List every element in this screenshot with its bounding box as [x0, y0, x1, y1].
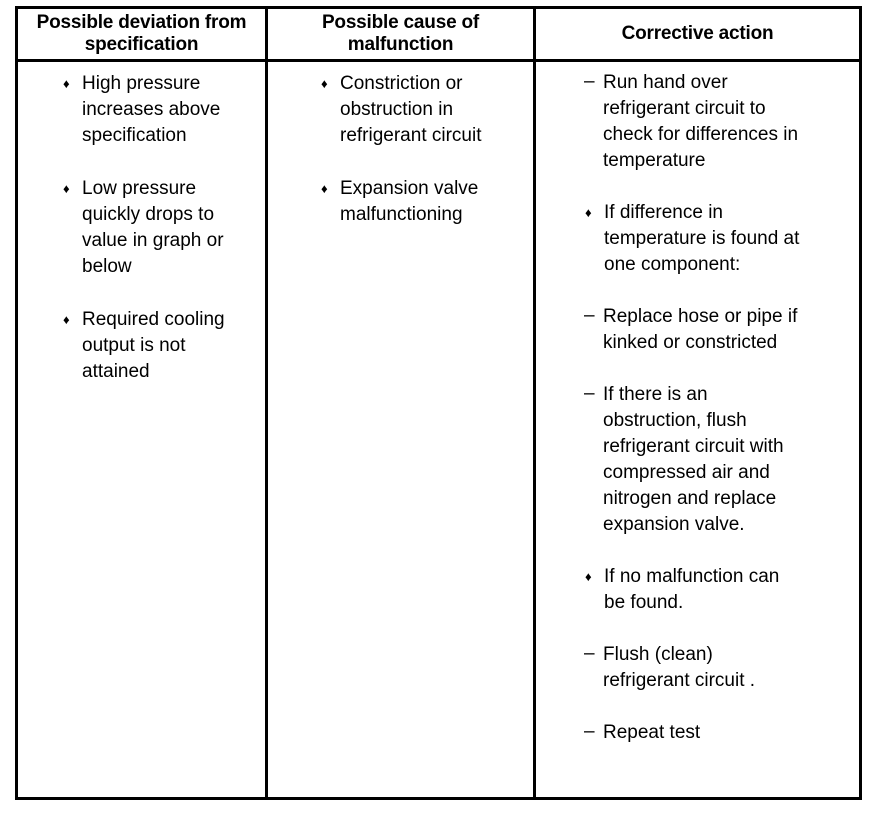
list-item: – Flush (clean) refrigerant circuit . — [584, 642, 851, 694]
list-item: ♦ Constriction or obstruction in refrige… — [320, 71, 527, 149]
list-item: ♦ If no malfunction can be found. — [584, 564, 851, 616]
column-header-corrective-action: Corrective action — [536, 9, 859, 62]
list-item: ♦ Low pressure quickly drops to value in… — [62, 176, 259, 280]
list-item: – Replace hose or pipe if kinked or cons… — [584, 304, 851, 356]
list-item-text: If there is an obstruction, flush refrig… — [603, 384, 784, 535]
table-grid: Possible deviation from specification ♦ … — [18, 9, 859, 797]
bullet-list-corrective-action: – Run hand over refrigerant circuit to c… — [584, 70, 851, 746]
list-item: ♦ If difference in temperature is found … — [584, 200, 851, 278]
list-item-text: If no malfunction can be found. — [604, 566, 780, 613]
list-item: – If there is an obstruction, flush refr… — [584, 382, 851, 538]
list-item-text: Run hand over refrigerant circuit to che… — [603, 72, 799, 171]
list-item: ♦ High pressure increases above specific… — [62, 71, 259, 149]
diamond-bullet-icon: ♦ — [63, 76, 70, 91]
dash-bullet-icon: – — [584, 71, 595, 92]
list-item-text: Constriction or obstruction in refrigera… — [340, 73, 482, 146]
list-item: – Repeat test — [584, 720, 851, 746]
dash-bullet-icon: – — [584, 305, 595, 326]
list-item-text: If difference in temperature is found at… — [604, 202, 800, 275]
list-item-text: Required cooling output is not attained — [82, 309, 225, 382]
column-body-possible-deviation: ♦ High pressure increases above specific… — [18, 62, 265, 797]
list-item: ♦ Expansion valve malfunctioning — [320, 176, 527, 228]
bullet-list-possible-deviation: ♦ High pressure increases above specific… — [62, 71, 259, 385]
column-header-possible-cause: Possible cause of malfunction — [268, 9, 533, 62]
diamond-bullet-icon: ♦ — [585, 205, 592, 220]
column-header-possible-deviation: Possible deviation from specification — [18, 9, 265, 62]
list-item-text: Repeat test — [603, 722, 701, 743]
list-item: – Run hand over refrigerant circuit to c… — [584, 70, 851, 174]
diamond-bullet-icon: ♦ — [63, 181, 70, 196]
column-body-corrective-action: – Run hand over refrigerant circuit to c… — [536, 62, 859, 797]
diamond-bullet-icon: ♦ — [585, 569, 592, 584]
dash-bullet-icon: – — [584, 383, 595, 404]
list-item-text: Expansion valve malfunctioning — [340, 178, 479, 225]
list-item-text: Flush (clean) refrigerant circuit . — [603, 644, 756, 691]
table-column-possible-deviation: Possible deviation from specification ♦ … — [18, 9, 268, 797]
table-column-possible-cause: Possible cause of malfunction ♦ Constric… — [268, 9, 536, 797]
list-item-text: Replace hose or pipe if kinked or constr… — [603, 306, 798, 353]
diamond-bullet-icon: ♦ — [63, 312, 70, 327]
bullet-list-possible-cause: ♦ Constriction or obstruction in refrige… — [320, 71, 527, 228]
list-item-text: Low pressure quickly drops to value in g… — [82, 178, 224, 277]
dash-bullet-icon: – — [584, 643, 595, 664]
dash-bullet-icon: – — [584, 721, 595, 742]
list-item: ♦ Required cooling output is not attaine… — [62, 307, 259, 385]
column-body-possible-cause: ♦ Constriction or obstruction in refrige… — [268, 62, 533, 797]
diamond-bullet-icon: ♦ — [321, 76, 328, 91]
list-item-text: High pressure increases above specificat… — [82, 73, 221, 146]
diamond-bullet-icon: ♦ — [321, 181, 328, 196]
table-column-corrective-action: Corrective action – Run hand over refrig… — [536, 9, 859, 797]
troubleshooting-table: Possible deviation from specification ♦ … — [15, 6, 862, 800]
